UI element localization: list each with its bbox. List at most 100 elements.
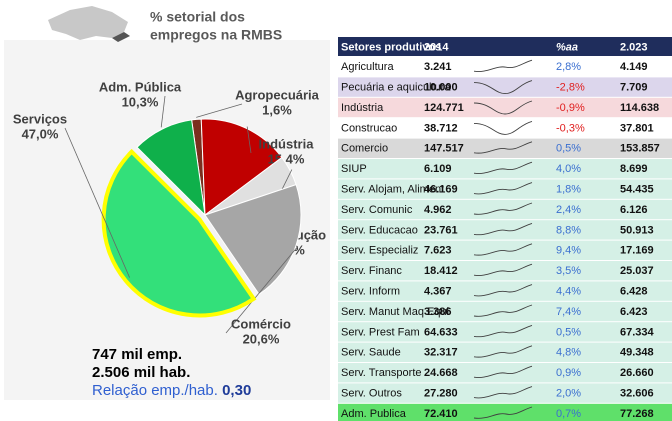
value-2014: 18.412: [424, 265, 458, 277]
value-2014: 147.517: [424, 143, 464, 155]
sector-name: Serv. Prest Fam: [341, 326, 420, 338]
value-2014: 38.712: [424, 122, 458, 134]
value-2014: 4.367: [424, 286, 452, 298]
sparkline: [473, 80, 533, 95]
pie-slice: [200, 118, 283, 216]
value-2014: 72.410: [424, 408, 458, 420]
sector-name: Serv. Comunic: [341, 204, 413, 216]
growth: 9,4%: [556, 245, 581, 257]
sparkline: [473, 202, 533, 215]
ratio-value: 0,30: [222, 382, 251, 399]
growth: 2,0%: [556, 388, 581, 400]
sparkline: [473, 345, 533, 358]
sector-name: Pecuária e aquicultura: [341, 82, 451, 94]
sparkline: [473, 284, 533, 297]
growth: 3,5%: [556, 265, 581, 277]
title: % setorial dos: [150, 9, 245, 25]
sparkline: [473, 304, 533, 317]
leader-line: [246, 126, 252, 154]
value-2014: 3.386: [424, 306, 452, 318]
growth: 0,7%: [556, 408, 581, 420]
sparkline: [473, 100, 533, 115]
sector-name: Serv. Inform: [341, 286, 400, 298]
growth: -0,9%: [556, 102, 585, 114]
value-2023: 4.149: [620, 61, 648, 73]
table-row: [338, 97, 672, 118]
header-cell: 2.023: [620, 41, 648, 53]
slice-label: Serviços: [13, 111, 67, 126]
employment: 747 mil emp.: [92, 346, 182, 363]
slice-label: Agropecuária: [235, 87, 320, 102]
value-2023: 114.638: [620, 102, 659, 114]
slice-label: Comércio: [231, 316, 291, 331]
value-2023: 67.334: [620, 326, 655, 338]
table-header: [338, 37, 672, 56]
leader-line: [160, 95, 166, 128]
header-cell: Setores produtivos: [341, 41, 441, 53]
growth: 0,5%: [556, 326, 581, 338]
slice-label: Adm. Pública: [99, 79, 182, 94]
sparkline: [473, 141, 533, 154]
value-2023: 77.268: [620, 408, 654, 420]
growth: 2,8%: [556, 61, 581, 73]
sector-name: Serv. Alojam, Aliment: [341, 184, 444, 196]
value-2023: 6.126: [620, 204, 648, 216]
value-2014: 7.623: [424, 245, 452, 257]
title: empregos na RMBS: [150, 27, 282, 43]
ratio-label: Relação emp./hab.: [92, 382, 218, 399]
growth: 7,4%: [556, 306, 581, 318]
ratio: Relação emp./hab. 0,30: [92, 382, 251, 399]
pie-slice: [204, 184, 302, 296]
sector-name: Agricultura: [341, 61, 394, 73]
pie-slice: [136, 119, 206, 217]
sector-name: Serv. Outros: [341, 388, 402, 400]
value-2014: 4.962: [424, 204, 452, 216]
value-2014: 6.109: [424, 163, 452, 175]
value-2023: 54.435: [620, 184, 654, 196]
sector-name: Serv. Manut Maq Equi: [341, 306, 449, 318]
value-2014: 46.169: [424, 184, 458, 196]
value-2023: 50.913: [620, 224, 654, 236]
growth: -0,3%: [556, 122, 585, 134]
slice-value: 20,6%: [243, 331, 280, 346]
sector-name: Adm. Publica: [341, 408, 407, 420]
value-2014: 124.771: [424, 102, 464, 114]
sparkline: [473, 161, 533, 174]
slice-value: 10,3%: [122, 94, 159, 109]
sparkline: [473, 263, 533, 276]
growth: 8,8%: [556, 224, 581, 236]
sparkline: [473, 324, 533, 338]
pie-slice: [101, 148, 257, 318]
sparkline: [473, 406, 533, 419]
sector-name: SIUP: [341, 163, 367, 175]
sector-name: Comercio: [341, 143, 388, 155]
table-row: [338, 77, 672, 97]
value-2014: 10.000: [424, 82, 458, 94]
sparkline: [473, 59, 533, 72]
value-2023: 32.606: [620, 388, 654, 400]
value-2023: 153.857: [620, 143, 660, 155]
sparkline: [473, 222, 533, 236]
value-2014: 3.241: [424, 61, 452, 73]
sparkline: [473, 182, 533, 195]
leader-line: [196, 103, 243, 118]
leader-line: [225, 246, 299, 334]
value-2023: 17.169: [620, 245, 654, 257]
value-2023: 6.428: [620, 286, 648, 298]
population: 2.506 mil hab.: [92, 364, 190, 381]
value-2014: 24.668: [424, 367, 458, 379]
slice-label: Indústria: [259, 136, 315, 151]
growth: -2,8%: [556, 82, 585, 94]
slice-value: 1,6%: [262, 102, 292, 117]
sparkline: [473, 243, 533, 256]
growth: 1,8%: [556, 184, 581, 196]
growth: 0,9%: [556, 367, 581, 379]
value-2014: 27.280: [424, 388, 458, 400]
value-2023: 25.037: [620, 265, 654, 277]
header-cell: %aa: [556, 41, 578, 53]
table-row: [338, 118, 672, 138]
slice-value: 47,0%: [22, 126, 59, 141]
growth: 4,0%: [556, 163, 581, 175]
value-2014: 32.317: [424, 347, 458, 359]
growth: 4,4%: [556, 286, 581, 298]
